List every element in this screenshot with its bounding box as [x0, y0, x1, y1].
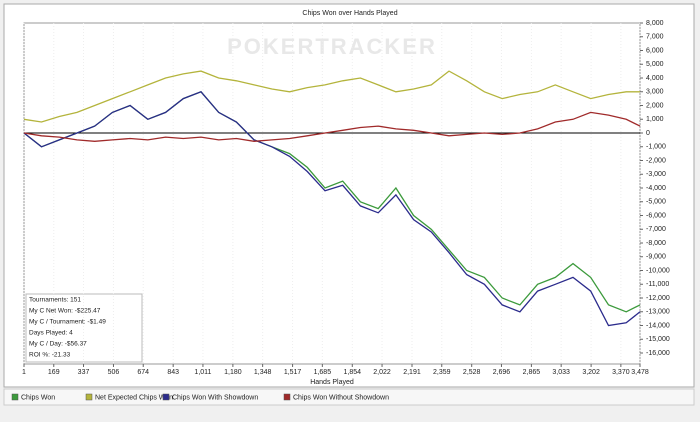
legend-swatch — [11, 393, 19, 401]
legend-swatch — [283, 393, 291, 401]
y-tick-label: 7,000 — [646, 34, 664, 41]
y-tick-label: -15,000 — [646, 336, 670, 343]
chart-title: Chips Won over Hands Played — [302, 10, 397, 17]
series-line — [23, 91, 641, 327]
x-tick-label: 169 — [48, 369, 60, 376]
x-tick-label: 1,348 — [254, 369, 272, 376]
x-tick-label: 1,011 — [194, 369, 211, 376]
y-tick-label: -9,000 — [646, 254, 666, 261]
y-tick-label: -10,000 — [646, 267, 670, 274]
y-tick-label: -2,000 — [646, 157, 666, 164]
legend-bar — [3, 388, 695, 406]
x-tick-label: 1,180 — [224, 369, 242, 376]
y-tick-label: 0 — [646, 130, 650, 137]
y-tick-label: -12,000 — [646, 295, 670, 302]
stats-line: My C / Day: -$56.37 — [29, 341, 87, 348]
x-tick-label: 3,370 — [612, 369, 630, 376]
y-tick-label: -7,000 — [646, 226, 666, 233]
x-tick-label: 2,359 — [433, 369, 451, 376]
x-tick-label: 2,022 — [373, 369, 391, 376]
y-tick-label: -11,000 — [646, 281, 669, 288]
y-tick-label: -14,000 — [646, 322, 670, 329]
x-tick-label: 2,528 — [463, 369, 481, 376]
y-tick-label: -8,000 — [646, 240, 666, 247]
y-tick-label: -6,000 — [646, 212, 666, 219]
stats-line: Days Played: 4 — [29, 330, 73, 337]
x-tick-label: 1,517 — [284, 369, 302, 376]
y-tick-label: -4,000 — [646, 185, 666, 192]
x-tick-label: 3,478 — [631, 369, 649, 376]
x-tick-label: 2,696 — [493, 369, 511, 376]
y-tick-label: 3,000 — [646, 89, 664, 96]
series-line — [23, 70, 640, 123]
x-tick-label: 2,191 — [403, 369, 421, 376]
stats-line: ROI %: -21.33 — [29, 352, 71, 359]
legend-label: Chips Won — [21, 394, 55, 401]
x-tick-label: 3,202 — [582, 369, 600, 376]
legend-label: Net Expected Chips Won — [95, 394, 173, 401]
y-tick-label: 5,000 — [646, 61, 664, 68]
y-tick-label: 8,000 — [646, 20, 664, 27]
legend-label: Chips Won With Showdown — [172, 394, 258, 401]
stats-line: My C / Tournament: -$1.49 — [29, 319, 106, 326]
legend-swatch — [85, 393, 93, 401]
y-tick-label: 1,000 — [646, 116, 664, 123]
y-tick-label: 6,000 — [646, 47, 664, 54]
x-tick-label: 1 — [22, 369, 26, 376]
y-tick-label: 2,000 — [646, 102, 664, 109]
y-tick-label: -1,000 — [646, 144, 666, 151]
x-tick-label: 1,854 — [344, 369, 362, 376]
x-tick-label: 3,033 — [552, 369, 570, 376]
y-tick-label: 4,000 — [646, 75, 664, 82]
legend-swatch — [162, 393, 170, 401]
y-tick-label: -5,000 — [646, 199, 666, 206]
x-tick-label: 506 — [108, 369, 120, 376]
x-tick-label: 2,865 — [523, 369, 541, 376]
series-line — [23, 111, 641, 142]
x-axis-label: Hands Played — [310, 379, 354, 386]
x-tick-label: 674 — [137, 369, 149, 376]
x-tick-label: 337 — [78, 369, 90, 376]
stats-line: My C Net Won: -$225.47 — [29, 308, 101, 315]
stats-line: Tournaments: 151 — [29, 297, 81, 304]
x-tick-label: 843 — [167, 369, 179, 376]
legend-label: Chips Won Without Showdown — [293, 394, 389, 401]
watermark: POKERTRACKER — [227, 34, 437, 59]
y-tick-label: -16,000 — [646, 350, 670, 357]
x-tick-label: 1,685 — [314, 369, 332, 376]
y-tick-label: -13,000 — [646, 309, 670, 316]
y-tick-label: -3,000 — [646, 171, 666, 178]
